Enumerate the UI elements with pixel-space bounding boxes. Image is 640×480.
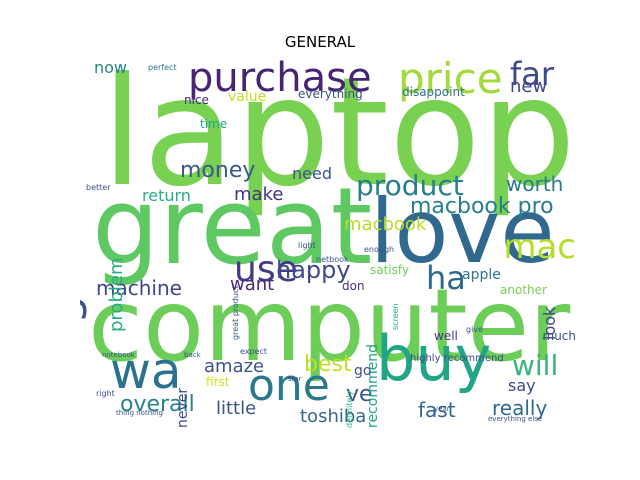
word-cloud-word: overall bbox=[120, 392, 195, 417]
word-cloud-word: fast bbox=[418, 398, 456, 422]
word-cloud-word: say bbox=[508, 376, 536, 395]
word-cloud-word: better bbox=[86, 183, 111, 192]
word-cloud-word: netbook bbox=[316, 255, 349, 264]
word-cloud-word: macbook pro bbox=[410, 194, 554, 219]
word-cloud-word: happy bbox=[276, 256, 351, 284]
word-cloud-word: ve bbox=[346, 382, 373, 407]
word-cloud-word: will bbox=[512, 349, 559, 382]
word-cloud-word: machine bbox=[96, 276, 182, 300]
word-cloud-word: wa bbox=[110, 342, 182, 400]
word-cloud-word: first bbox=[206, 375, 230, 389]
word-cloud-word: great bbox=[92, 165, 373, 288]
word-cloud-word: right bbox=[96, 389, 115, 398]
word-cloud-word: money bbox=[180, 158, 256, 183]
word-cloud-word: value bbox=[228, 89, 267, 105]
word-cloud-word: enough bbox=[364, 245, 395, 254]
word-cloud-word: notebook bbox=[102, 351, 135, 359]
word-cloud-word: screen bbox=[391, 303, 400, 330]
chart-title: GENERAL bbox=[284, 33, 356, 51]
word-cloud-word: worth bbox=[506, 172, 564, 196]
word-cloud-word: use bbox=[234, 249, 298, 290]
word-cloud-word: computer bbox=[88, 267, 571, 384]
word-cloud-word: apple bbox=[462, 267, 501, 283]
word-cloud-word: good bbox=[80, 209, 88, 324]
word-cloud-word: want bbox=[230, 274, 275, 295]
word-cloud-word: give bbox=[466, 325, 483, 334]
word-cloud-word: now bbox=[94, 58, 128, 77]
word-cloud-word: far bbox=[510, 58, 555, 93]
word-cloud-word: don bbox=[342, 279, 365, 293]
word-cloud-word: everything else bbox=[488, 415, 543, 423]
word-cloud-word: really bbox=[492, 396, 548, 420]
word-cloud-word: great product bbox=[231, 285, 240, 340]
word-cloud-word: star bbox=[288, 375, 302, 383]
word-cloud-word: purchase bbox=[188, 58, 372, 101]
word-cloud-word: price bbox=[398, 58, 503, 103]
word-cloud-word: macbook bbox=[344, 214, 427, 235]
word-cloud-word: perfect bbox=[148, 63, 177, 72]
word-cloud-word: love bbox=[370, 180, 555, 283]
word-cloud-word: never bbox=[175, 387, 191, 428]
word-cloud-word: laptop bbox=[101, 58, 576, 220]
word-cloud-word: light bbox=[298, 241, 316, 250]
word-cloud-word: return bbox=[142, 186, 191, 205]
word-cloud-word: go bbox=[354, 363, 372, 379]
word-cloud-word: time bbox=[200, 117, 228, 131]
word-cloud-word: amaze bbox=[204, 356, 265, 377]
word-cloud-word: much bbox=[542, 329, 577, 343]
word-cloud-word: problem bbox=[106, 257, 127, 332]
word-cloud-word: expect bbox=[240, 347, 268, 356]
word-cloud-word: need bbox=[292, 164, 332, 183]
word-cloud-word: make bbox=[234, 184, 284, 205]
word-cloud-word: back bbox=[184, 351, 201, 359]
word-cloud-word: best bbox=[304, 352, 352, 377]
word-cloud-word: little bbox=[216, 398, 257, 419]
word-cloud-word: everything bbox=[298, 87, 363, 101]
word-cloud-word: one bbox=[248, 360, 330, 411]
word-cloud-word: buy bbox=[376, 322, 492, 395]
word-cloud-word: well bbox=[434, 329, 458, 343]
word-cloud-word: nice bbox=[184, 93, 209, 107]
word-cloud-word: disappoint bbox=[402, 85, 465, 99]
word-cloud: laptop computer great love buy wa good purchase… bbox=[80, 58, 576, 428]
word-cloud-word: new bbox=[510, 76, 548, 97]
word-cloud-word: toshiba bbox=[300, 406, 367, 427]
word-cloud-word: thing nothing bbox=[116, 409, 163, 417]
word-cloud-word: another bbox=[500, 283, 547, 297]
word-cloud-word: definitely bbox=[345, 390, 354, 428]
word-cloud-word: recommend bbox=[365, 344, 381, 428]
word-cloud-word: mac bbox=[503, 227, 576, 267]
word-cloud-word: ha bbox=[426, 259, 466, 297]
word-cloud-word: product bbox=[356, 169, 464, 202]
word-cloud-word: highly recommend bbox=[410, 353, 504, 364]
word-cloud-word: year bbox=[434, 405, 450, 413]
word-cloud-word: satisfy bbox=[370, 263, 410, 277]
